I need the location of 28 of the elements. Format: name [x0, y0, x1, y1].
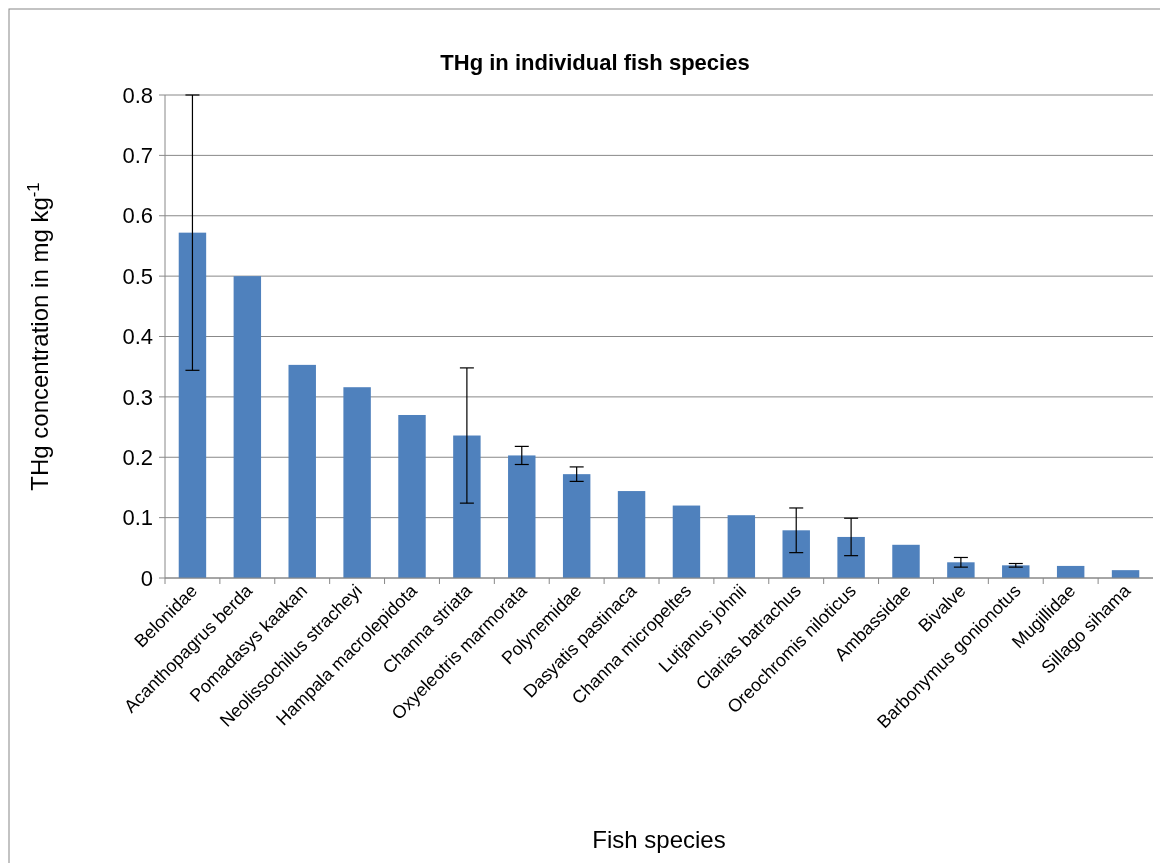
bar [1056, 565, 1085, 578]
bar [233, 276, 262, 578]
bar [782, 530, 810, 578]
y-tick-label: 0.8 [122, 82, 153, 108]
bar [343, 387, 371, 578]
bar [178, 232, 207, 578]
bar [892, 544, 920, 578]
y-tick-label: 0.2 [122, 444, 153, 470]
bar [453, 435, 481, 578]
y-tick-label: 0.3 [122, 384, 153, 410]
chart-title: THg in individual fish species [440, 50, 750, 75]
y-tick-label: 0.5 [122, 263, 153, 289]
x-axis-title: Fish species [592, 826, 726, 853]
bar [398, 414, 426, 578]
bar [672, 505, 701, 578]
bar [562, 474, 591, 578]
bar [727, 515, 756, 578]
bar [617, 491, 646, 578]
bar [837, 536, 865, 578]
bar [508, 455, 536, 578]
y-tick-label: 0 [140, 565, 153, 591]
bar [947, 562, 975, 578]
bar [288, 364, 316, 578]
bar [1002, 565, 1030, 578]
y-tick-label: 0.7 [122, 143, 153, 169]
y-tick-label: 0.4 [122, 324, 153, 350]
y-tick-label: 0.6 [122, 203, 153, 229]
y-tick-label: 0.1 [122, 505, 153, 531]
